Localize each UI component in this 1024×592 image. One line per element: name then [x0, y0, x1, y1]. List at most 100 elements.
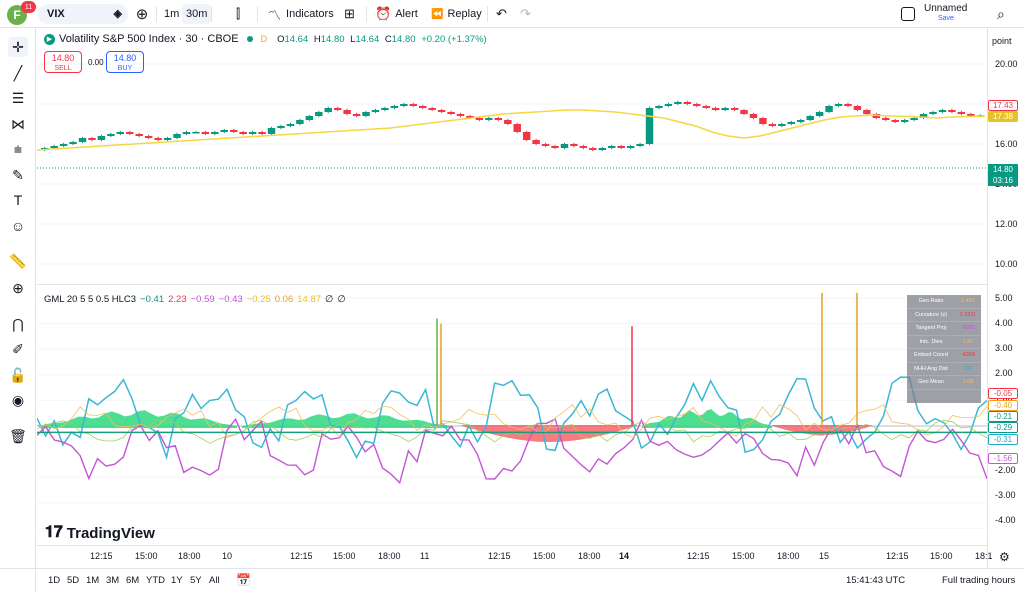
lock-drawing-icon[interactable]: ✐ — [12, 340, 24, 357]
layout-name[interactable]: Unnamed Save — [924, 3, 968, 23]
green-cloud — [642, 409, 772, 428]
session-toggle[interactable]: Full trading hours — [942, 575, 1016, 586]
time-axis[interactable] — [37, 545, 987, 567]
geo-table-row: Intc. Dies 1.87 — [907, 336, 981, 349]
geo-value: -5095 — [960, 325, 976, 332]
symbol-name: VIX — [47, 8, 65, 20]
trend-line-icon[interactable]: ╱ — [13, 64, 23, 81]
price-axis[interactable] — [987, 28, 1024, 568]
time-tick-label: 18:1 — [975, 551, 993, 561]
range-all[interactable]: All — [209, 575, 220, 586]
watch-icon[interactable]: ◈ — [113, 8, 122, 20]
eye-icon[interactable]: ◉ — [11, 391, 25, 408]
crosshair-icon[interactable]: ✛ — [8, 37, 28, 57]
indicator-value-label: -1.56 — [988, 453, 1018, 464]
indicators-button[interactable]: 〽 Indicators — [268, 4, 334, 24]
candle-body — [296, 120, 304, 124]
lock-icon[interactable]: 🔓 — [9, 366, 27, 383]
date-range-icon[interactable]: 📅 — [236, 573, 251, 587]
candle-body — [267, 128, 276, 134]
indicator-value-label: -0.40 — [988, 400, 1018, 411]
layouts-grid-icon[interactable]: ⊞ — [344, 6, 355, 21]
geo-key: Tangent Proj — [915, 325, 947, 332]
layout-checkbox[interactable] — [901, 7, 915, 21]
chart-legend: ▶ Volatility S&P 500 Index · 30 · CBOE D… — [44, 33, 487, 45]
indicator-value-label: -0.05 — [988, 388, 1018, 399]
symbol-dot-icon: ▶ — [44, 33, 55, 45]
alert-button[interactable]: ⏰ Alert — [375, 6, 418, 21]
time-tick-label: 15:00 — [930, 551, 953, 561]
range-5d[interactable]: 5D — [67, 575, 80, 586]
indicator-legend: GML 20 5 5 0.5 HLC3 −0.41 2.23 −0.59 −0.43−… — [44, 294, 346, 305]
candle-body — [891, 120, 899, 122]
candle-body — [589, 148, 597, 150]
redo-icon[interactable]: ↷ — [520, 6, 531, 21]
axis-unit-label[interactable]: point — [992, 36, 1012, 46]
utc-clock[interactable]: 15:41:43 UTC — [846, 575, 906, 586]
time-tick-label: 18:00 — [178, 551, 201, 561]
candle-body — [693, 104, 701, 106]
candle-body — [863, 110, 871, 114]
time-tick-label: 15:00 — [732, 551, 755, 561]
range-6m[interactable]: 6M — [126, 575, 140, 586]
geo-key: Geo Ratio — [918, 298, 944, 305]
fib-icon[interactable]: ⩧ — [13, 140, 23, 157]
ruler-icon[interactable]: 📏 — [9, 252, 27, 269]
undo-icon[interactable]: ↶ — [496, 6, 507, 21]
geo-key: Embed Coord — [914, 352, 948, 359]
candle-body — [579, 146, 588, 148]
green-cloud — [242, 413, 452, 428]
save-link[interactable]: Save — [938, 15, 954, 22]
candle-body — [419, 106, 427, 108]
quick-search-icon[interactable]: ⌕ — [997, 5, 1005, 22]
replay-button[interactable]: ⏪ Replay — [431, 8, 482, 20]
range-5y[interactable]: 5Y — [190, 575, 202, 586]
indicator-name[interactable]: GML 20 5 5 0.5 HLC3 — [44, 294, 137, 305]
range-3m[interactable]: 3M — [106, 575, 120, 586]
range-1d[interactable]: 1D — [48, 575, 61, 586]
range-1m[interactable]: 1M — [86, 575, 100, 586]
interval-1m[interactable]: 1m — [164, 8, 180, 20]
candle-body — [69, 142, 77, 144]
candle-body — [674, 102, 682, 104]
candle-body — [664, 104, 673, 106]
buy-button[interactable]: 14.80 BUY — [106, 51, 144, 73]
candle-body — [324, 108, 332, 112]
candle-body — [815, 112, 824, 116]
candle-body — [759, 118, 767, 124]
candle-body — [230, 130, 238, 132]
range-ytd[interactable]: YTD — [146, 575, 165, 586]
text-icon[interactable]: T — [13, 192, 23, 208]
indicator-value: 14.87 — [297, 294, 322, 305]
pane-separator[interactable] — [37, 284, 987, 285]
geo-key: Geo Mean — [918, 379, 944, 386]
candle-body — [371, 110, 380, 112]
geo-table-row: Geo Mean 1.09 — [907, 376, 981, 390]
candle-body — [305, 116, 314, 120]
candle-body — [749, 114, 758, 118]
candle-body — [286, 124, 295, 126]
symbol-search[interactable]: VIX ◈ — [38, 4, 128, 24]
compare-symbol-icon[interactable]: ⊕ — [135, 6, 149, 23]
candle-body — [381, 108, 389, 110]
zoom-in-icon[interactable]: ⊕ — [12, 279, 24, 296]
horizontal-lines-icon[interactable]: ☰ — [11, 89, 25, 106]
sell-button[interactable]: 14.80 SELL — [44, 51, 82, 73]
interval-30m[interactable]: 30m — [182, 4, 212, 24]
trash-icon[interactable]: 🗑 — [9, 427, 27, 444]
price-chart[interactable] — [37, 28, 987, 568]
magnet-icon[interactable]: ⋂ — [12, 315, 24, 332]
candle-body — [560, 144, 569, 148]
candle-body — [362, 112, 370, 116]
time-tick-label: 18:00 — [777, 551, 800, 561]
settings-gear-icon[interactable]: ⚙ — [999, 550, 1010, 564]
emoji-icon[interactable]: ☺ — [10, 218, 26, 234]
range-1y[interactable]: 1Y — [171, 575, 183, 586]
pattern-icon[interactable]: ⋈ — [11, 115, 25, 132]
candles-icon[interactable]: ⫿ — [236, 6, 241, 21]
candle-body — [655, 106, 663, 108]
price-label: 17.38 — [988, 111, 1018, 122]
indicators-icon: 〽 — [268, 7, 282, 23]
rewind-icon: ⏪ — [431, 8, 444, 20]
brush-icon[interactable]: ✎ — [12, 166, 24, 183]
